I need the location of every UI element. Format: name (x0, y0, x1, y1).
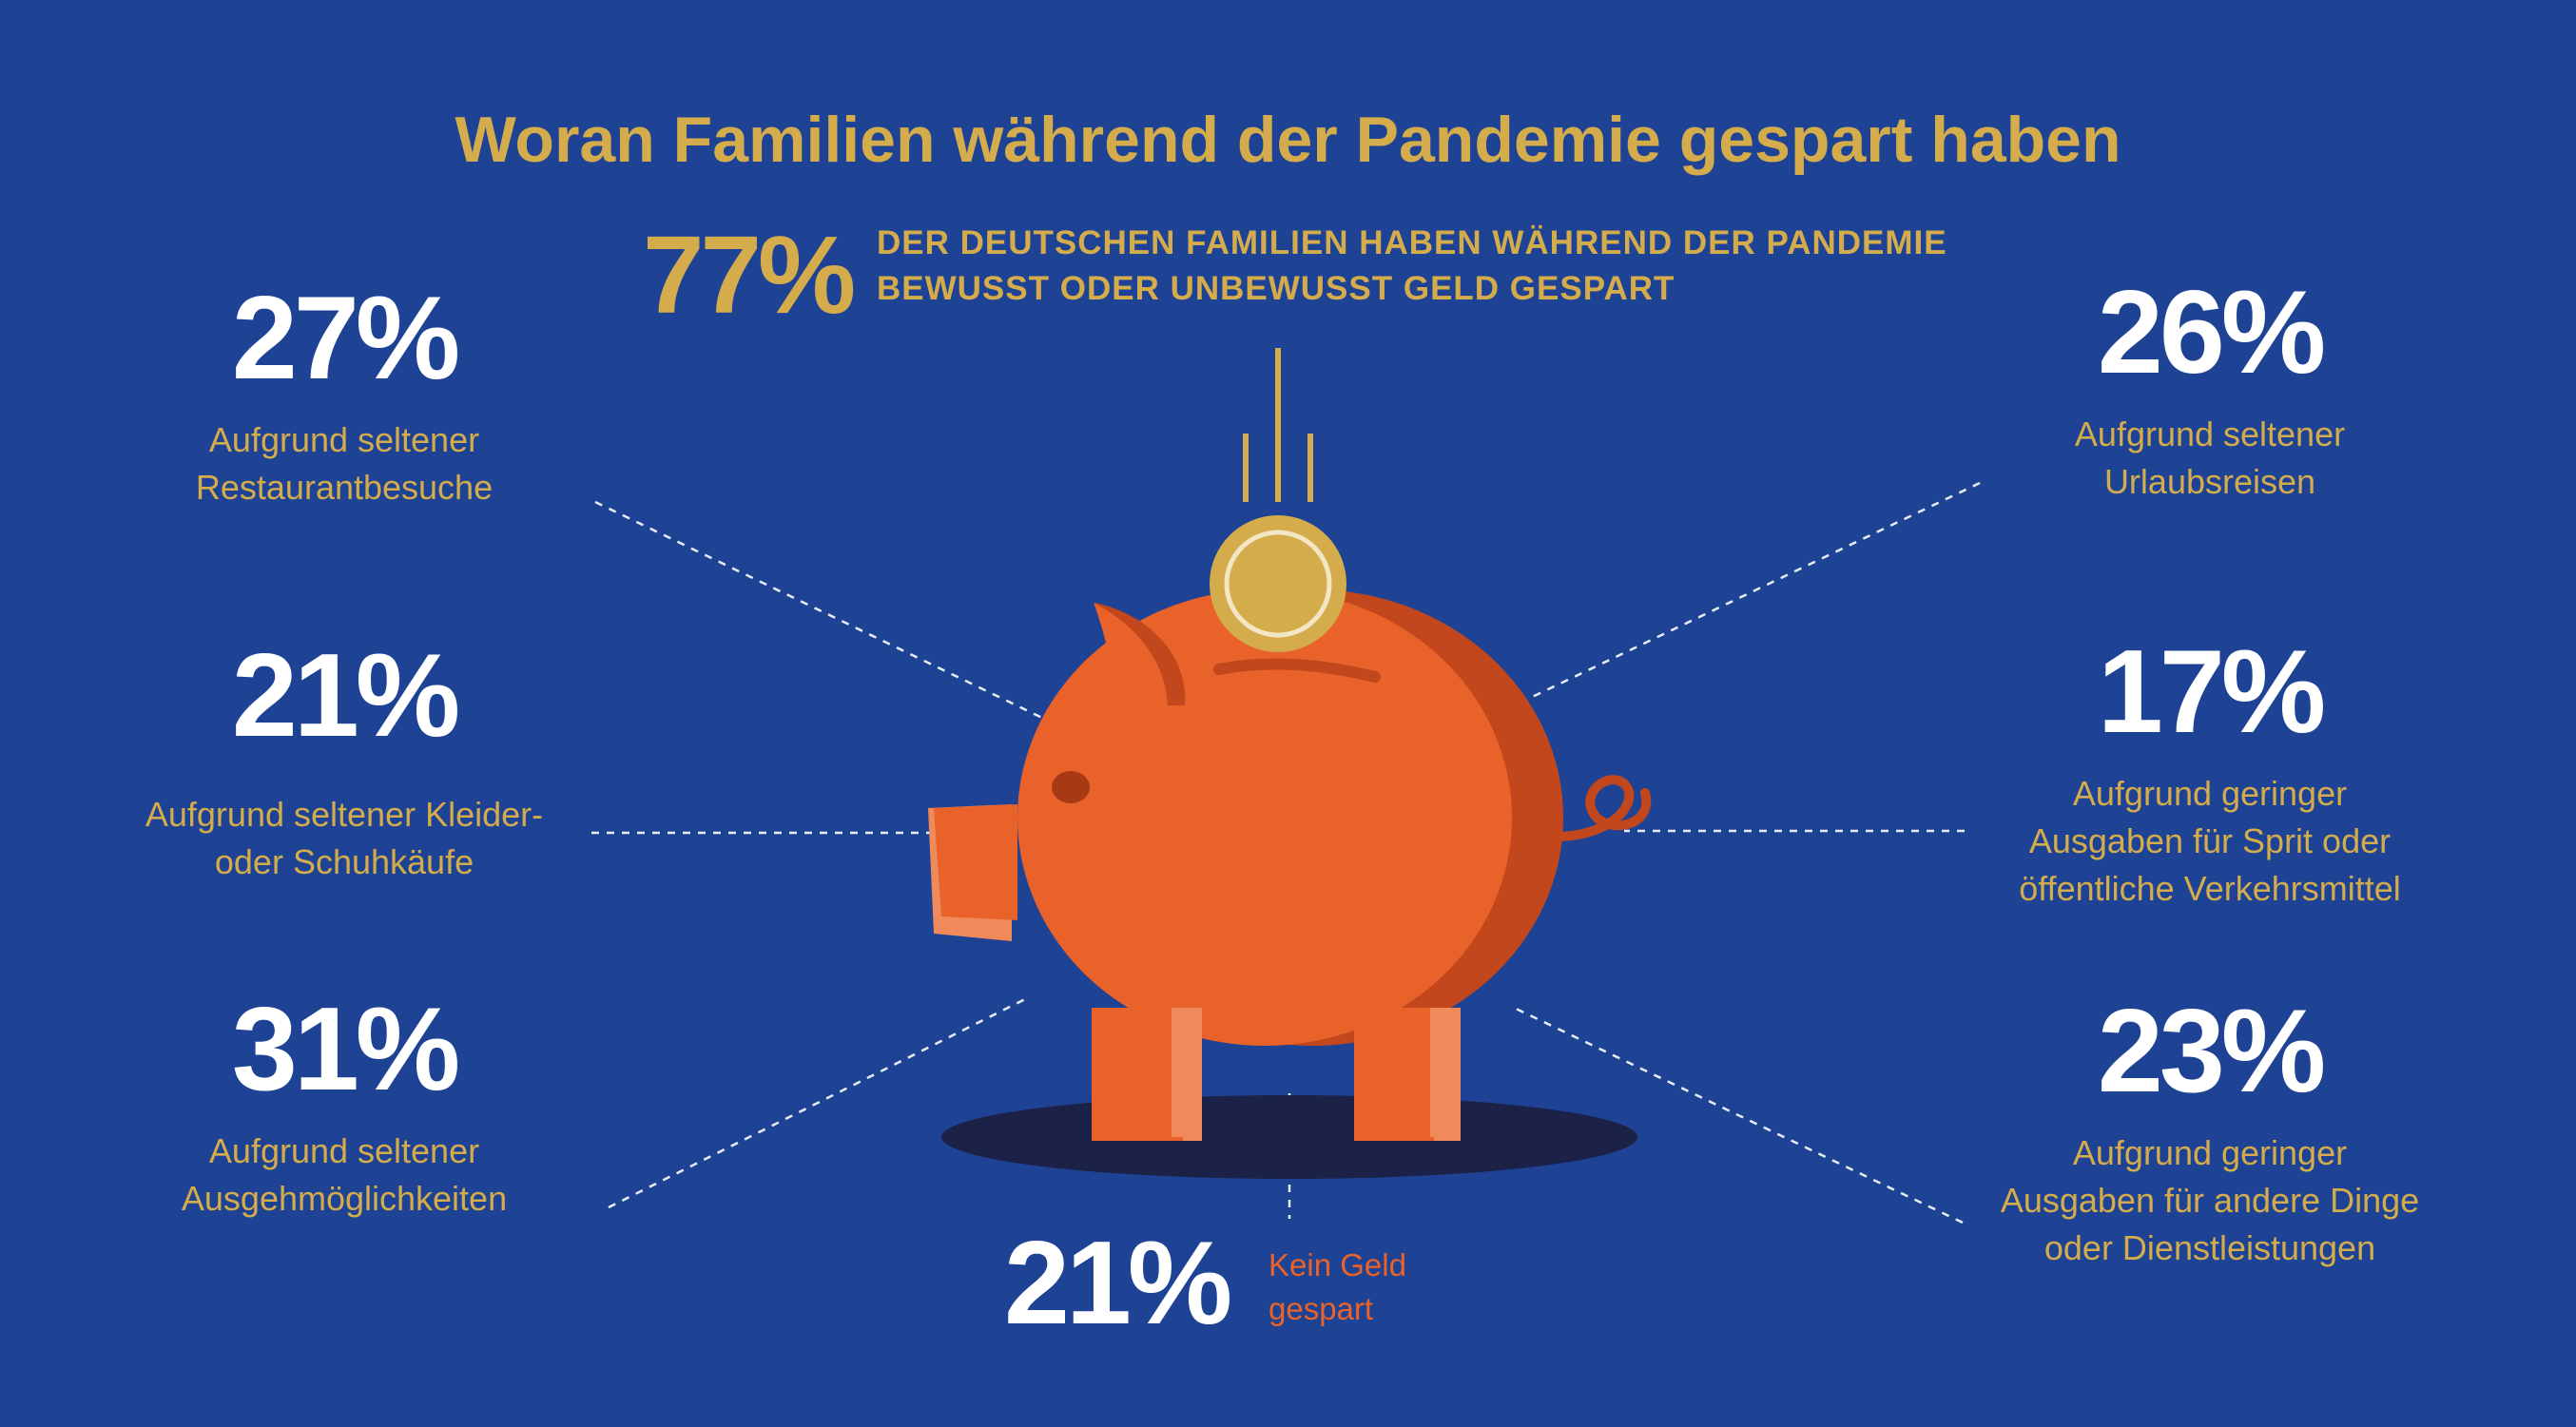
stat-label-line: Ausgehmöglichkeiten (181, 1179, 508, 1218)
stat-value: 21% (231, 630, 460, 762)
headline-text-line1: DER DEUTSCHEN FAMILIEN HABEN WÄHREND DER… (877, 224, 1947, 261)
stat-value: 23% (2097, 986, 2326, 1117)
headline-text: DER DEUTSCHEN FAMILIEN HABEN WÄHREND DER… (877, 221, 2018, 312)
stat-label-line: oder Dienstleistungen (2043, 1228, 2376, 1267)
stat-clothing: 21% Aufgrund seltener Kleider- oder Schu… (78, 635, 610, 886)
stat-label-line: Aufgrund geringer (2072, 774, 2348, 813)
stat-fuel: 17% Aufgrund geringer Ausgaben für Sprit… (1944, 631, 2476, 913)
stat-services: 23% Aufgrund geringer Ausgaben für ander… (1944, 991, 2476, 1272)
stat-going-out: 31% Aufgrund seltener Ausgehmöglichkeite… (78, 989, 610, 1223)
stat-label: Aufgrund seltener Ausgehmöglichkeiten (78, 1128, 610, 1223)
no-savings-label: Kein Geld gespart (1269, 1244, 1459, 1331)
no-savings-label-line: gespart (1269, 1291, 1374, 1326)
piggy-shadow (941, 1095, 1637, 1179)
stat-value: 26% (2097, 267, 2326, 398)
stat-label-line: Restaurantbesuche (195, 468, 494, 507)
connector-line-services (1509, 1004, 1964, 1225)
stat-label-line: Urlaubsreisen (2103, 462, 2316, 501)
motion-lines-icon (1243, 348, 1313, 502)
headline-text-line2: BEWUSST ODER UNBEWUSST GELD GESPART (877, 270, 1675, 307)
stat-vacation: 26% Aufgrund seltener Urlaubsreisen (1944, 272, 2476, 506)
stat-label-line: Ausgaben für andere Dinge (2000, 1181, 2420, 1220)
eye-icon (1052, 771, 1090, 803)
connector-line-vacation (1501, 481, 1981, 713)
stat-label: Aufgrund geringer Ausgaben für andere Di… (1944, 1129, 2476, 1272)
stat-value: 31% (231, 984, 460, 1115)
no-savings-label-line: Kein Geld (1269, 1247, 1406, 1282)
stat-label: Aufgrund geringer Ausgaben für Sprit ode… (1944, 770, 2476, 913)
stat-label-line: Aufgrund seltener Kleider- (145, 795, 544, 834)
stat-label-line: Aufgrund seltener (208, 420, 480, 459)
tail-icon (1551, 775, 1652, 841)
stat-label: Aufgrund seltener Urlaubsreisen (1944, 411, 2476, 506)
no-savings-value: 21% (1004, 1218, 1232, 1349)
stat-label: Aufgrund seltener Restaurantbesuche (78, 416, 610, 511)
stat-value: 27% (231, 273, 460, 404)
headline-percentage: 77% (643, 213, 856, 337)
connector-line-restaurant (594, 500, 1045, 721)
stat-value: 17% (2097, 627, 2326, 758)
stat-label-line: Aufgrund seltener (208, 1131, 480, 1170)
stat-label-line: öffentliche Verkehrsmittel (2019, 869, 2401, 908)
stat-label-line: Aufgrund seltener (2074, 415, 2346, 453)
stat-label-line: Aufgrund geringer (2072, 1133, 2348, 1172)
page-title: Woran Familien während der Pandemie gesp… (455, 104, 2121, 176)
connector-line-going-out (608, 996, 1028, 1209)
stat-restaurant: 27% Aufgrund seltener Restaurantbesuche (78, 278, 610, 511)
stat-label-line: oder Schuhkäufe (214, 842, 475, 881)
coin-slot (1213, 658, 1381, 683)
stat-label: Aufgrund seltener Kleider- oder Schuhkäu… (78, 791, 610, 886)
stat-label-line: Ausgaben für Sprit oder (2028, 821, 2392, 860)
coin-icon (1210, 515, 1346, 652)
